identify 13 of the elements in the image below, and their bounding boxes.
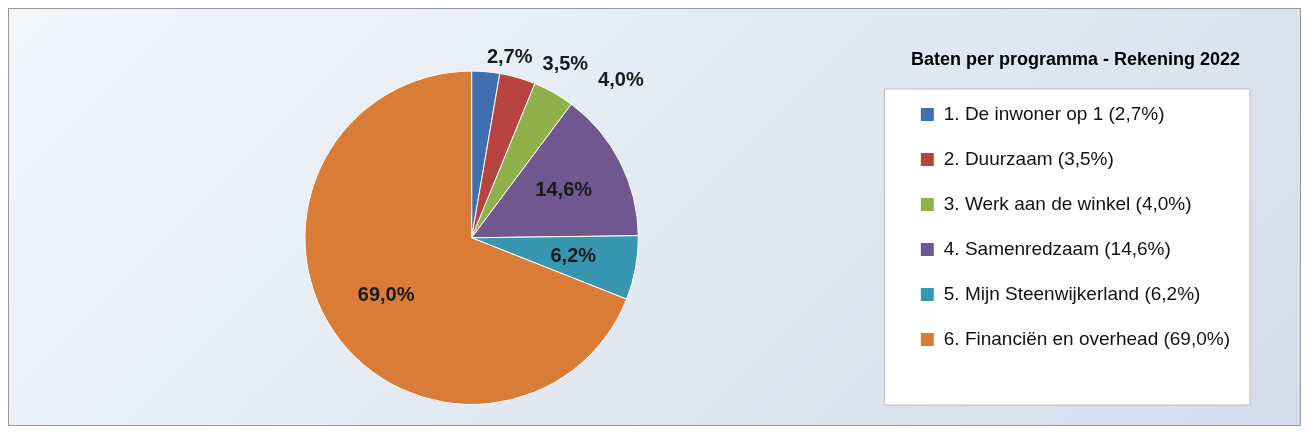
data-label: 69,0% — [357, 283, 415, 306]
data-label: 6,2% — [550, 244, 597, 267]
data-label: 3,5% — [542, 51, 589, 74]
chart-title: Baten per programma - Rekening 2022 — [910, 48, 1240, 69]
legend-label: 6. Financiën en overhead (69,0%) — [943, 327, 1230, 349]
data-label: 4,0% — [598, 68, 644, 91]
legend-label: 2. Duurzaam (3,5%) — [943, 147, 1114, 169]
legend-label: 5. Mijn Steenwijkerland (6,2%) — [943, 282, 1201, 304]
data-label: 2,7% — [486, 45, 533, 68]
data-label: 14,6% — [535, 178, 593, 201]
legend-label: 3. Werk aan de winkel (4,0%) — [943, 192, 1192, 214]
legend-label: 1. De inwoner op 1 (2,7%) — [943, 102, 1165, 124]
legend-label: 4. Samenredzaam (14,6%) — [943, 237, 1171, 259]
